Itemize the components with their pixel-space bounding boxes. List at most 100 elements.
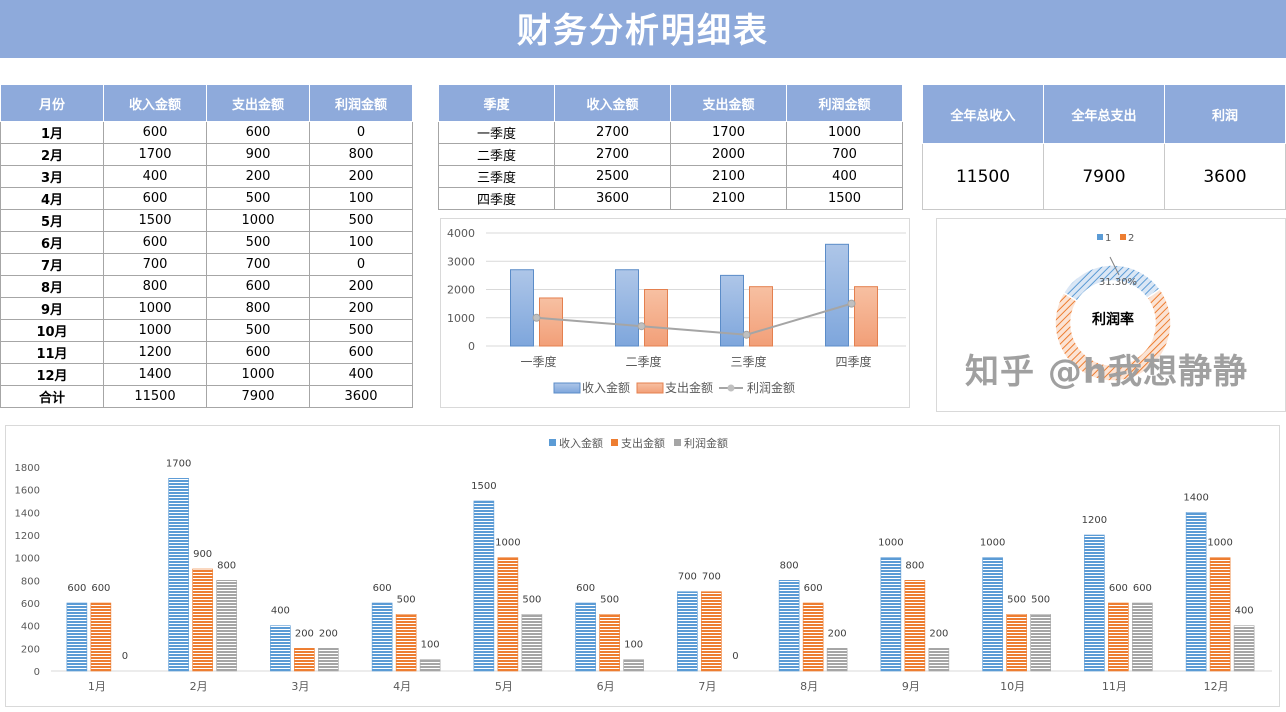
data-label: 900 — [193, 549, 212, 560]
bar-expense — [644, 289, 668, 347]
table-cell: 900 — [206, 143, 310, 166]
table-cell: 1400 — [103, 363, 207, 386]
bar-income — [575, 602, 596, 672]
bar-income — [270, 625, 291, 672]
table-row: 2月 1700 900 800 — [0, 143, 413, 166]
table-cell: 100 — [309, 187, 413, 210]
x-tick-label: 3月 — [291, 680, 309, 693]
table-row: 合计 11500 7900 3600 — [0, 385, 413, 408]
monthly-chart: 0 200 400 600 800 1000 1200 1400 1600 1800 600 600 0… — [5, 425, 1280, 707]
table-cell: 200 — [309, 297, 413, 320]
table-cell: 700 — [786, 143, 903, 166]
data-label: 500 — [522, 594, 541, 605]
table-cell: 2700 — [554, 121, 671, 144]
bar-income — [615, 269, 639, 347]
bar-expense — [1209, 557, 1231, 672]
data-label: 100 — [624, 640, 643, 651]
table-cell: 0 — [309, 121, 413, 144]
table-cell: 11月 — [0, 341, 104, 364]
data-label: 0 — [122, 651, 128, 662]
table-cell: 500 — [206, 319, 310, 342]
y-tick-label: 200 — [21, 644, 40, 655]
x-tick-label: 8月 — [800, 680, 818, 693]
table-row: 6月 600 500 100 — [0, 231, 413, 254]
table-row: 10月 1000 500 500 — [0, 319, 413, 342]
x-tick-label: 4月 — [393, 680, 411, 693]
y-tick-label: 0 — [468, 340, 475, 353]
table-cell: 1000 — [103, 319, 207, 342]
legend-label: 利润金额 — [684, 436, 728, 450]
x-tick-label: 二季度 — [625, 354, 661, 369]
bar-income — [1084, 534, 1105, 672]
data-label: 700 — [678, 572, 697, 583]
table-cell: 三季度 — [438, 165, 555, 188]
y-tick-label: 600 — [21, 599, 40, 610]
data-label: 800 — [905, 560, 924, 571]
bar-profit — [318, 648, 339, 672]
bar-income — [825, 243, 849, 347]
donut-center-label: 利润率 — [1092, 311, 1134, 328]
bar-income — [1185, 512, 1207, 672]
bar-expense — [294, 648, 315, 672]
bar-profit — [521, 614, 543, 672]
x-tick-label: 5月 — [495, 680, 513, 693]
data-label: 400 — [1235, 606, 1254, 617]
x-tick-label: 2月 — [190, 680, 208, 693]
column-header: 利润金额 — [309, 84, 413, 122]
data-label: 200 — [929, 628, 948, 639]
table-cell: 500 — [309, 319, 413, 342]
table-cell: 700 — [206, 253, 310, 276]
quarterly-table: 季度 收入金额 支出金额 利润金额 一季度 2700 1700 1000 二季度 2700 2000… — [438, 84, 903, 210]
data-label: 200 — [319, 628, 338, 639]
y-tick-label: 4000 — [447, 227, 475, 240]
legend-swatch-1 — [1097, 234, 1103, 240]
table-cell: 200 — [206, 165, 310, 188]
table-row: 3月 400 200 200 — [0, 165, 413, 188]
table-cell: 600 — [206, 341, 310, 364]
table-cell: 3月 — [0, 165, 104, 188]
data-label: 1700 — [166, 458, 191, 469]
total-expense: 7900 — [1043, 143, 1165, 210]
legend-label: 收入金额 — [559, 436, 603, 450]
legend-swatch-expense — [636, 382, 664, 394]
data-label: 600 — [1133, 583, 1152, 594]
table-row: 11月 1200 600 600 — [0, 341, 413, 364]
table-cell: 9月 — [0, 297, 104, 320]
table-cell: 800 — [206, 297, 310, 320]
x-tick-label: 10月 — [1000, 680, 1025, 693]
data-label: 200 — [295, 628, 314, 639]
table-row: 8月 800 600 200 — [0, 275, 413, 298]
data-label: 100 — [421, 640, 440, 651]
bar-expense — [701, 591, 722, 672]
bar-expense — [802, 602, 824, 672]
table-row: 四季度 3600 2100 1500 — [438, 187, 903, 210]
profit-point — [637, 322, 646, 331]
profit-point — [532, 313, 541, 322]
x-tick-label: 7月 — [698, 680, 716, 693]
bar-expense — [395, 614, 417, 672]
bar-profit — [1030, 614, 1051, 672]
data-label: 1200 — [1082, 515, 1107, 526]
bar-income — [720, 274, 744, 347]
table-cell: 800 — [103, 275, 207, 298]
table-cell: 7月 — [0, 253, 104, 276]
data-label: 1000 — [495, 538, 520, 549]
bar-income — [473, 500, 495, 672]
y-tick-label: 1800 — [15, 463, 40, 474]
bar-income — [677, 591, 698, 672]
table-cell: 10月 — [0, 319, 104, 342]
data-label: 1400 — [1183, 492, 1208, 503]
legend-swatch — [674, 439, 681, 446]
table-row: 三季度 2500 2100 400 — [438, 165, 903, 188]
table-cell: 2月 — [0, 143, 104, 166]
data-label: 1000 — [878, 538, 903, 549]
table-cell: 11500 — [103, 385, 207, 408]
y-tick-label: 1400 — [15, 508, 40, 519]
data-label: 1000 — [980, 538, 1005, 549]
summary-header: 全年总支出 — [1043, 84, 1165, 144]
bar-expense — [904, 580, 926, 672]
y-tick-label: 2000 — [447, 284, 475, 297]
column-header: 支出金额 — [206, 84, 310, 122]
table-cell: 2700 — [554, 143, 671, 166]
bar-income — [880, 557, 902, 672]
